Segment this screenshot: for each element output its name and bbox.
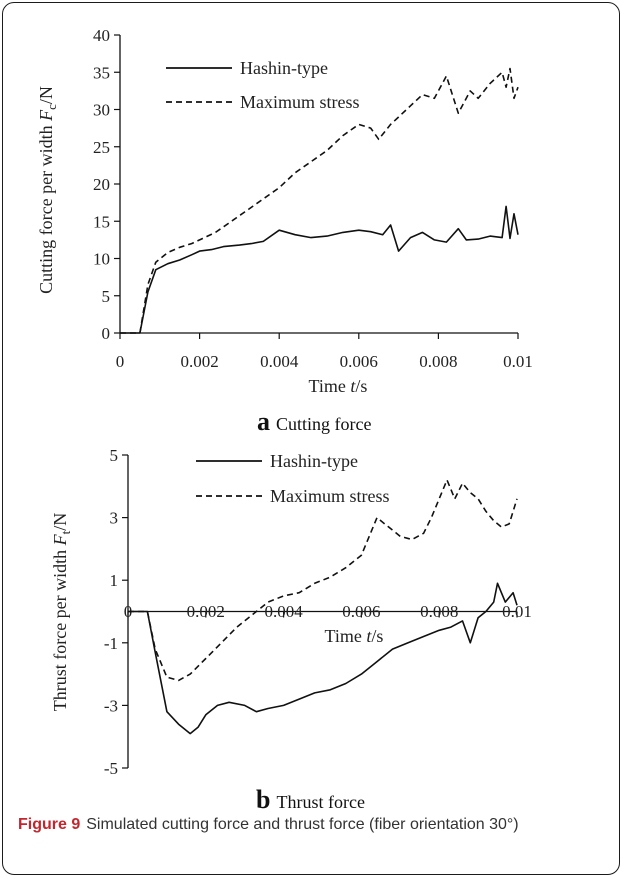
- legend-label-maxstress: Maximum stress: [240, 92, 360, 112]
- cutting-y-tick-label: 0: [102, 324, 111, 343]
- cutting-x-tick-label: 0.01: [503, 352, 533, 371]
- cutting-y-tick-label: 40: [93, 26, 110, 45]
- thrust-series-hashin-type: [128, 582, 518, 735]
- cutting-y-tick-label: 25: [93, 138, 110, 157]
- thrust-x-tick-label: 0.008: [420, 602, 458, 621]
- figure-label: Figure 9: [18, 816, 81, 833]
- cutting-x-tick-label: 0.008: [419, 352, 457, 371]
- cutting-x-tick-label: 0.002: [180, 352, 218, 371]
- cutting-y-tick-label: 35: [93, 63, 110, 82]
- cutting-y-tick-label: 30: [93, 101, 110, 120]
- cutting-y-tick-label: 20: [93, 175, 110, 194]
- cutting-y-tick-label: 15: [93, 212, 110, 231]
- thrust-x-tick-label: 0.004: [264, 602, 303, 621]
- thrust-y-tick-label: 3: [110, 509, 119, 528]
- figure-caption: Figure 9 Simulated cutting force and thru…: [18, 813, 610, 837]
- cutting-series-hashin-type: [120, 205, 519, 334]
- thrust-series-maximum-stress: [128, 479, 518, 682]
- cutting-x-tick-label: 0.006: [340, 352, 378, 371]
- thrust-force-legend: Hashin-type Maximum stress: [196, 451, 390, 506]
- legend-label-hashin-b: Hashin-type: [270, 451, 358, 471]
- thrust-y-tick-label: -1: [104, 634, 118, 653]
- legend-label-maxstress-b: Maximum stress: [270, 486, 390, 506]
- legend-label-hashin: Hashin-type: [240, 58, 328, 78]
- thrust-force-xlabel: Time t/s: [325, 626, 384, 646]
- thrust-y-tick-label: 1: [110, 571, 119, 590]
- cutting-y-tick-label: 5: [102, 287, 111, 306]
- thrust-y-tick-label: 5: [110, 446, 119, 465]
- thrust-x-tick-label: 0.01: [502, 602, 532, 621]
- cutting-x-tick-label: 0.004: [260, 352, 299, 371]
- panel-a-caption: a Cutting force: [257, 407, 371, 436]
- thrust-x-tick-label: 0.006: [342, 602, 380, 621]
- cutting-force-chart: Cutting force per width Fc/N Time t/s Ha…: [36, 26, 533, 436]
- cutting-force-xlabel: Time t/s: [309, 376, 368, 396]
- panel-b-caption: b Thrust force: [256, 785, 365, 814]
- cutting-y-tick-label: 10: [93, 250, 110, 269]
- cutting-force-ylabel: Cutting force per width Fc/N: [36, 86, 59, 294]
- figure-caption-text: Simulated cutting force and thrust force…: [86, 816, 519, 833]
- thrust-y-tick-label: -5: [104, 759, 118, 778]
- thrust-force-ylabel: Thrust force per width Ft/N: [50, 513, 73, 712]
- thrust-force-chart: Thrust force per width Ft/N Time t/s Has…: [50, 446, 532, 814]
- thrust-y-tick-label: -3: [104, 696, 118, 715]
- cutting-x-tick-label: 0: [116, 352, 125, 371]
- thrust-x-tick-label: 0.002: [187, 602, 225, 621]
- cutting-force-legend: Hashin-type Maximum stress: [166, 58, 360, 112]
